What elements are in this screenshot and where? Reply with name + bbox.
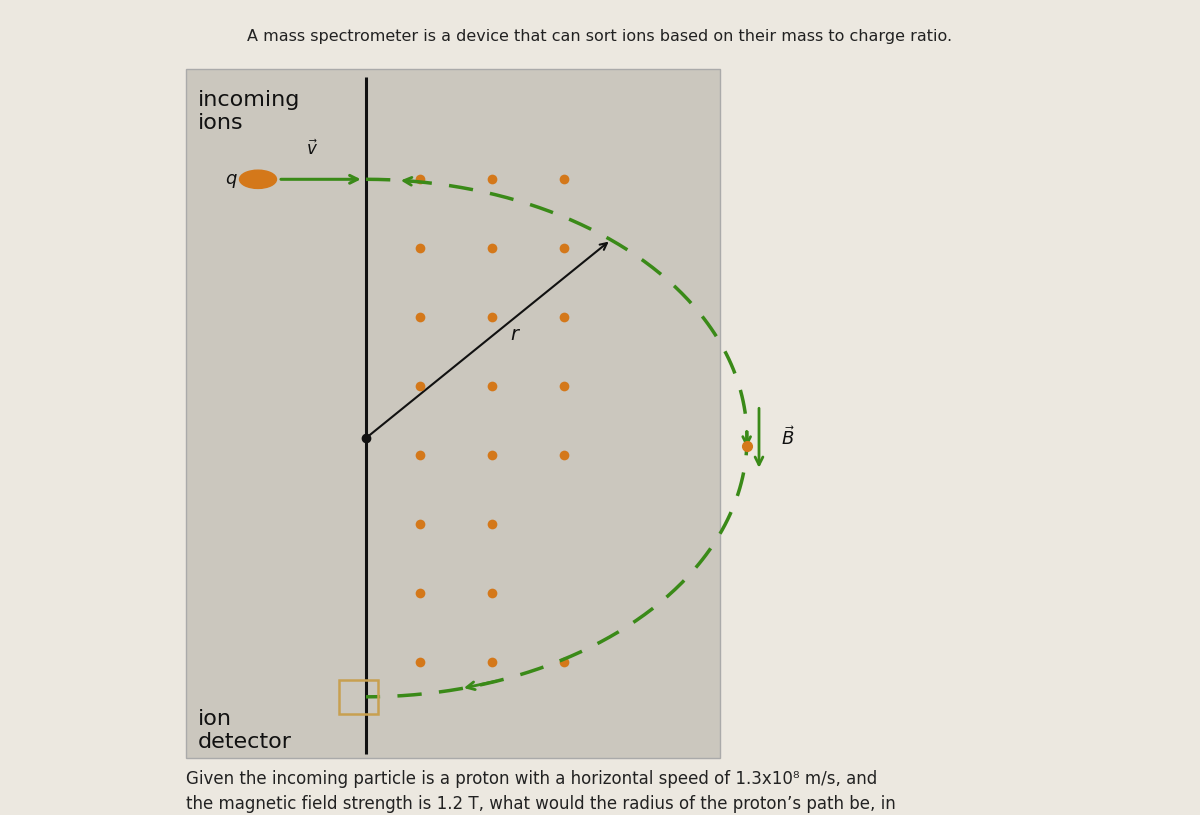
Ellipse shape <box>240 170 276 188</box>
Text: incoming
ions: incoming ions <box>198 90 300 133</box>
Text: $\vec{v}$: $\vec{v}$ <box>306 139 318 159</box>
Text: ion
detector: ion detector <box>198 709 292 752</box>
Text: r: r <box>510 325 518 345</box>
Text: q: q <box>224 170 236 188</box>
Text: A mass spectrometer is a device that can sort ions based on their mass to charge: A mass spectrometer is a device that can… <box>247 29 953 43</box>
Bar <box>186 69 720 758</box>
Text: Given the incoming particle is a proton with a horizontal speed of 1.3x10⁸ m/s, : Given the incoming particle is a proton … <box>186 770 895 815</box>
Text: $\vec{B}$: $\vec{B}$ <box>781 426 794 450</box>
Bar <box>340 680 378 714</box>
